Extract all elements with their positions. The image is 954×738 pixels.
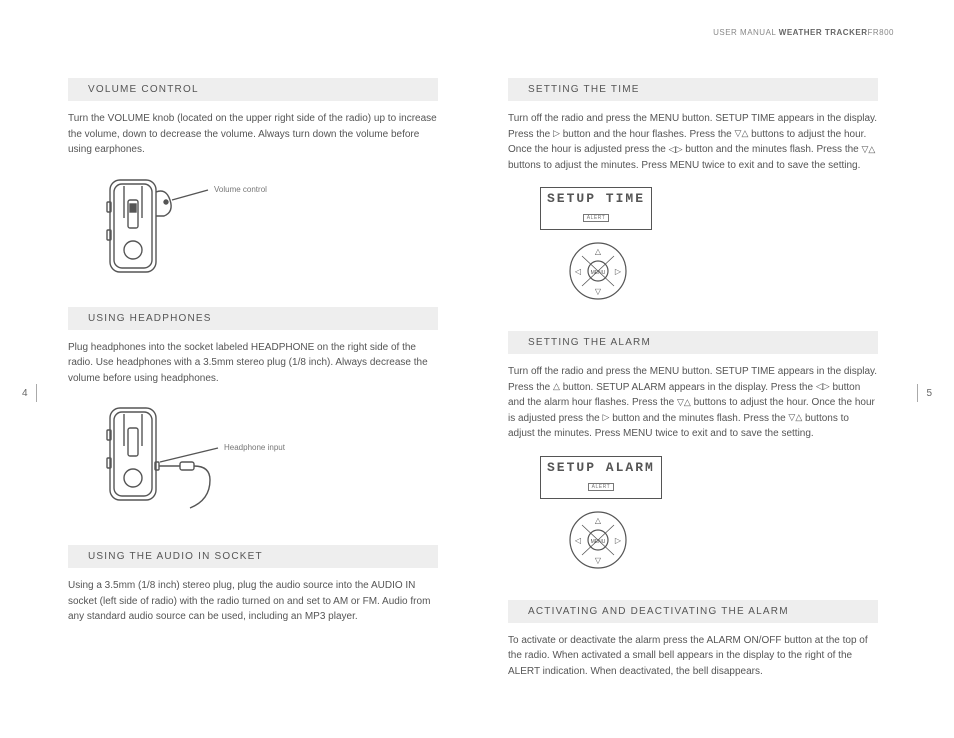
right-column: SETTING THE TIME Turn off the radio and … — [508, 78, 878, 693]
svg-text:MENU: MENU — [591, 270, 606, 276]
down-icon: ▽ — [677, 398, 684, 407]
left-icon: ◁ — [669, 145, 676, 154]
svg-text:▷: ▷ — [615, 267, 622, 276]
header-product: WEATHER TRACKER — [779, 28, 868, 37]
right-icon: ▷ — [676, 145, 683, 154]
left-column: VOLUME CONTROL Turn the VOLUME knob (loc… — [68, 78, 438, 693]
svg-text:▽: ▽ — [595, 287, 602, 296]
illustration-volume: Volume control — [90, 172, 438, 287]
illustration-alarm: SETUP ALARM ALERT △ ▽ ◁ ▷ MENU — [540, 456, 878, 580]
body-volume: Turn the VOLUME knob (located on the upp… — [68, 111, 438, 158]
page-spread: VOLUME CONTROL Turn the VOLUME knob (loc… — [0, 78, 954, 693]
lcd-display-alarm: SETUP ALARM ALERT — [540, 456, 662, 499]
svg-text:△: △ — [595, 516, 602, 525]
page-header: USER MANUAL WEATHER TRACKERFR800 — [713, 28, 894, 37]
lcd-alert-badge: ALERT — [583, 214, 610, 222]
up-icon: △ — [868, 145, 875, 154]
callout-volume: Volume control — [214, 185, 267, 194]
header-prefix: USER MANUAL — [713, 28, 779, 37]
left-icon: ◁ — [816, 382, 823, 391]
lcd-text-alarm: SETUP ALARM — [547, 460, 655, 475]
section-title-time: SETTING THE TIME — [508, 78, 878, 101]
body-audio-in: Using a 3.5mm (1/8 inch) stereo plug, pl… — [68, 578, 438, 625]
illustration-time: SETUP TIME ALERT △ ▽ ◁ ▷ MENU — [540, 187, 878, 311]
section-title-headphones: USING HEADPHONES — [68, 307, 438, 330]
svg-text:◁: ◁ — [575, 536, 582, 545]
section-title-volume: VOLUME CONTROL — [68, 78, 438, 101]
nav-dial-icon: △ ▽ ◁ ▷ MENU — [558, 505, 638, 575]
section-title-audio-in: USING THE AUDIO IN SOCKET — [68, 545, 438, 568]
up-icon: △ — [684, 398, 691, 407]
up-icon: △ — [553, 382, 560, 391]
svg-text:▷: ▷ — [615, 536, 622, 545]
svg-text:△: △ — [595, 247, 602, 256]
body-headphones: Plug headphones into the socket labeled … — [68, 340, 438, 387]
callout-headphone: Headphone input — [224, 443, 286, 452]
section-title-alarm: SETTING THE ALARM — [508, 331, 878, 354]
right-icon: ▷ — [553, 129, 560, 138]
svg-text:▽: ▽ — [595, 556, 602, 565]
header-model: FR800 — [867, 28, 894, 37]
down-icon: ▽ — [788, 413, 795, 422]
down-icon: ▽ — [862, 145, 869, 154]
body-time: Turn off the radio and press the MENU bu… — [508, 111, 878, 173]
body-alarm: Turn off the radio and press the MENU bu… — [508, 364, 878, 442]
body-activate-alarm: To activate or deactivate the alarm pres… — [508, 633, 878, 680]
right-icon: ▷ — [823, 382, 830, 391]
svg-text:MENU: MENU — [591, 539, 606, 545]
section-title-activate-alarm: ACTIVATING AND DEACTIVATING THE ALARM — [508, 600, 878, 623]
nav-dial-icon: △ ▽ ◁ ▷ MENU — [558, 236, 638, 306]
up-icon: △ — [795, 413, 802, 422]
down-icon: ▽ — [735, 129, 742, 138]
lcd-alert-badge: ALERT — [588, 483, 615, 491]
lcd-text-time: SETUP TIME — [547, 191, 645, 206]
illustration-headphones: Headphone input — [90, 400, 438, 525]
lcd-display-time: SETUP TIME ALERT — [540, 187, 652, 230]
svg-text:◁: ◁ — [575, 267, 582, 276]
up-icon: △ — [741, 129, 748, 138]
right-icon: ▷ — [603, 413, 610, 422]
